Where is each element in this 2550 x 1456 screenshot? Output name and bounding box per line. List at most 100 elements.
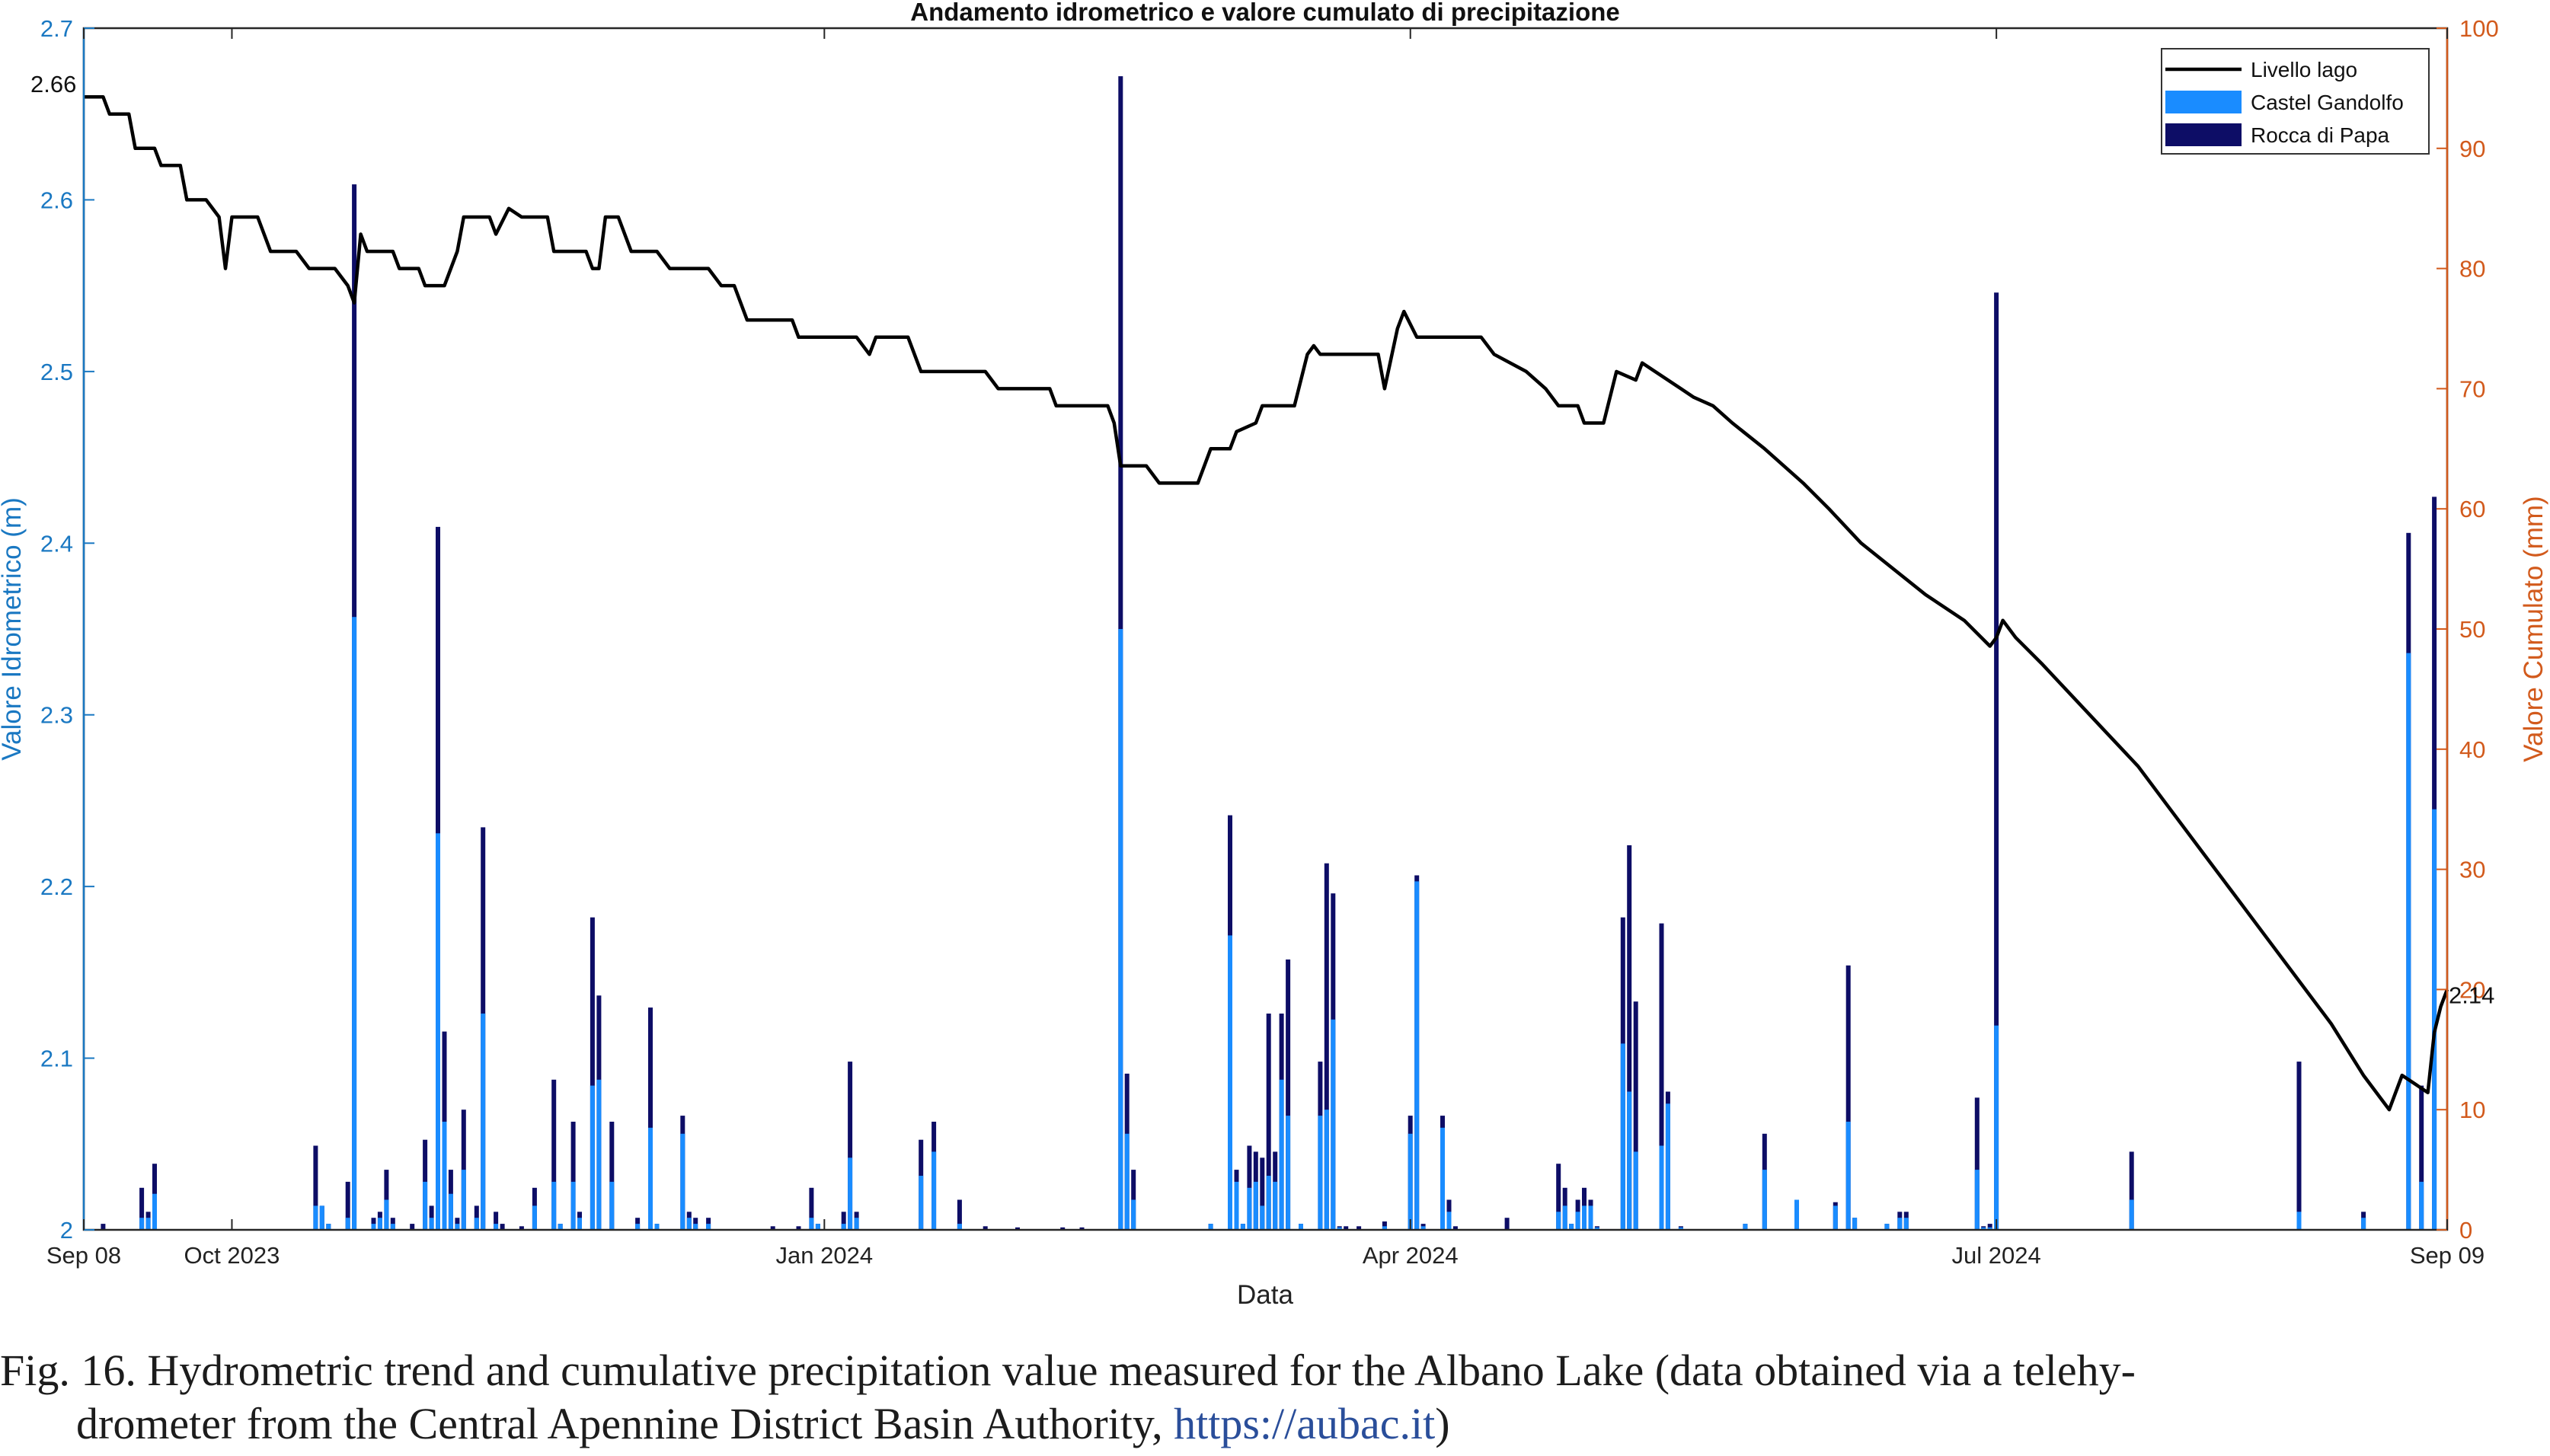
bar-castel-gandolfo — [1414, 881, 1420, 1230]
x-tick-label: Oct 2023 — [184, 1242, 280, 1269]
bar-rocca-di-papa — [570, 1122, 576, 1230]
bar-castel-gandolfo — [706, 1224, 711, 1230]
bar-castel-gandolfo — [1762, 1170, 1767, 1230]
right-tick-label: 90 — [2459, 136, 2485, 162]
bar-castel-gandolfo — [429, 1218, 434, 1230]
bar-castel-gandolfo — [1260, 1205, 1265, 1230]
bar-rocca-di-papa — [2419, 1085, 2424, 1230]
left-tick-label: 2.4 — [40, 530, 73, 557]
bar-rocca-di-papa — [1286, 959, 1291, 1230]
bar-rocca-di-papa — [590, 917, 595, 1230]
bar-rocca-di-papa — [770, 1226, 775, 1230]
bar-castel-gandolfo — [1569, 1224, 1574, 1230]
bar-castel-gandolfo — [1794, 1199, 1799, 1230]
chart-background — [0, 0, 2550, 1340]
bar-rocca-di-papa — [1266, 1014, 1271, 1230]
chart-legend: Livello lago Castel Gandolfo Rocca di Pa… — [2161, 48, 2430, 155]
bar-castel-gandolfo — [461, 1170, 466, 1230]
bar-castel-gandolfo — [436, 833, 440, 1230]
bar-castel-gandolfo — [841, 1224, 846, 1230]
bar-castel-gandolfo — [1408, 1133, 1413, 1230]
bar-castel-gandolfo — [390, 1224, 395, 1230]
bar-castel-gandolfo — [1845, 1122, 1851, 1230]
x-tick-label: Sep 08 — [46, 1242, 121, 1269]
bar-castel-gandolfo — [1852, 1218, 1858, 1230]
right-tick-label: 100 — [2459, 15, 2499, 42]
bar-castel-gandolfo — [635, 1224, 641, 1230]
legend-swatch-rocca-di-papa — [2165, 123, 2242, 146]
bar-castel-gandolfo — [1987, 1227, 1992, 1230]
caption-line-1: Fig. 16. Hydrometric trend and cumulativ… — [0, 1346, 2136, 1395]
right-tick-label: 70 — [2459, 375, 2485, 402]
bar-rocca-di-papa — [313, 1145, 318, 1230]
chart-title: Andamento idrometrico e valore cumulato … — [910, 0, 1620, 26]
bar-rocca-di-papa — [796, 1226, 801, 1230]
caption-line-2-end: ) — [1435, 1399, 1450, 1448]
caption-line-2-text: drometer from the Central Apennine Distr… — [76, 1399, 1174, 1448]
bar-rocca-di-papa — [410, 1224, 415, 1230]
caption-line-2: drometer from the Central Apennine Distr… — [0, 1397, 2550, 1451]
bar-rocca-di-papa — [1633, 1001, 1638, 1230]
bar-rocca-di-papa — [1627, 845, 1632, 1230]
bar-castel-gandolfo — [1440, 1127, 1445, 1230]
bar-castel-gandolfo — [371, 1224, 376, 1230]
bar-castel-gandolfo — [448, 1193, 453, 1230]
x-tick-label: Jul 2024 — [1952, 1242, 2041, 1269]
left-y-axis: 2 2.1 2.2 2.3 2.4 2.5 2.6 2.7 — [40, 15, 94, 1244]
bar-castel-gandolfo — [596, 1079, 602, 1231]
bar-rocca-di-papa — [1504, 1218, 1510, 1230]
chart-container: 2 2.1 2.2 2.3 2.4 2.5 2.6 2.7 0 10 20 30 40 50 60 70 80… — [0, 0, 2550, 1340]
bar-rocca-di-papa — [848, 1062, 853, 1230]
bar-castel-gandolfo — [1903, 1218, 1909, 1230]
bar-rocca-di-papa — [957, 1199, 962, 1230]
bar-rocca-di-papa — [1260, 1157, 1265, 1230]
bar-rocca-di-papa — [551, 1079, 557, 1231]
bar-rocca-di-papa — [1079, 1227, 1085, 1230]
left-tick-label: 2 — [60, 1217, 73, 1244]
bar-rocca-di-papa — [1247, 1145, 1252, 1230]
bar-castel-gandolfo — [1633, 1151, 1638, 1230]
bar-rocca-di-papa — [1994, 292, 1999, 1231]
source-link[interactable]: https://aubac.it — [1174, 1399, 1436, 1448]
bar-castel-gandolfo — [919, 1176, 924, 1230]
bar-castel-gandolfo — [313, 1205, 318, 1230]
bar-castel-gandolfo — [809, 1218, 814, 1230]
lake-level-series — [84, 94, 2449, 1112]
bar-castel-gandolfo — [1884, 1224, 1890, 1230]
bar-castel-gandolfo — [139, 1218, 145, 1230]
bar-rocca-di-papa — [1556, 1164, 1561, 1230]
legend-label-livello-lago: Livello lago — [2251, 58, 2357, 81]
bar-castel-gandolfo — [1420, 1226, 1426, 1230]
legend-swatch-castel-gandolfo — [2165, 91, 2242, 113]
bar-castel-gandolfo — [1588, 1205, 1593, 1230]
bar-castel-gandolfo — [532, 1205, 537, 1230]
bar-castel-gandolfo — [590, 1085, 595, 1230]
left-tick-label: 2.1 — [40, 1046, 73, 1072]
bar-castel-gandolfo — [1556, 1212, 1561, 1230]
bar-rocca-di-papa — [1015, 1227, 1020, 1230]
right-tick-label: 30 — [2459, 857, 2485, 883]
bar-castel-gandolfo — [680, 1133, 685, 1230]
bar-castel-gandolfo — [481, 1014, 486, 1230]
bar-castel-gandolfo — [1318, 1116, 1323, 1230]
bar-castel-gandolfo — [848, 1157, 853, 1230]
bar-castel-gandolfo — [1743, 1224, 1748, 1230]
bar-rocca-di-papa — [609, 1122, 615, 1230]
bar-castel-gandolfo — [1331, 1019, 1336, 1230]
bar-castel-gandolfo — [1382, 1226, 1387, 1230]
right-tick-label: 10 — [2459, 1097, 2485, 1123]
bar-castel-gandolfo — [1253, 1181, 1258, 1230]
bar-castel-gandolfo — [654, 1224, 660, 1230]
bar-castel-gandolfo — [1247, 1187, 1252, 1230]
bar-castel-gandolfo — [1266, 1176, 1271, 1230]
bar-rocca-di-papa — [1845, 965, 1851, 1230]
x-tick-label: Sep 09 — [2410, 1242, 2484, 1269]
bar-castel-gandolfo — [1286, 1116, 1291, 1230]
bar-castel-gandolfo — [1594, 1227, 1599, 1230]
bar-castel-gandolfo — [558, 1224, 563, 1230]
bar-rocca-di-papa — [2296, 1062, 2302, 1230]
x-tick-label: Apr 2024 — [1363, 1242, 1459, 1269]
bar-castel-gandolfo — [1575, 1212, 1580, 1230]
legend-label-rocca-di-papa: Rocca di Papa — [2251, 123, 2390, 147]
bar-rocca-di-papa — [500, 1224, 505, 1230]
